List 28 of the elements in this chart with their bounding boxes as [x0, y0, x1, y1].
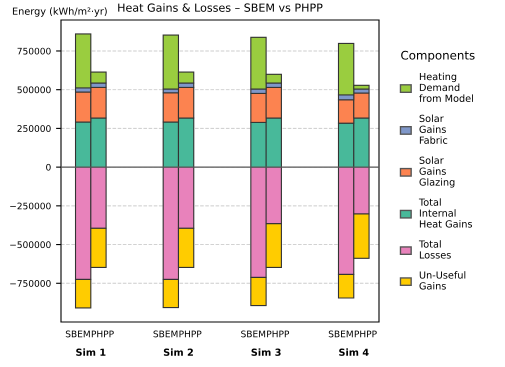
y-tick-label: −500000: [10, 241, 51, 248]
legend-label: Heating Demand from Model: [419, 72, 473, 102]
legend-label: Solar Gains Fabric: [419, 114, 448, 144]
x-tick-label: SBEM: [66, 330, 90, 338]
y-tick-label: 750000: [18, 48, 51, 55]
chart-title: Heat Gains & Losses – SBEM vs PHPP: [118, 3, 322, 12]
x-tick-label: PHPP: [179, 330, 202, 338]
x-tick-label: PHPP: [267, 330, 290, 338]
legend-label: Solar Gains Glazing: [419, 156, 454, 188]
legend-label: Total Internal Heat Gains: [418, 198, 472, 228]
y-tick-label: −250000: [10, 202, 51, 210]
x-tick-label: PHPP: [354, 330, 377, 338]
text: Sim 1: [76, 348, 106, 356]
y-axis-title: Energy (kWh/m²·yr): [12, 7, 107, 17]
y-tick-label: −750000: [10, 280, 51, 287]
y-tick-label: 500000: [18, 86, 51, 94]
y-tick-label: 0: [46, 164, 51, 171]
text: Sim 2: [164, 348, 193, 356]
x-tick-label: SBEM: [328, 330, 353, 338]
y-tick-label: 250000: [17, 125, 51, 132]
legend-label: Total Losses: [418, 240, 451, 259]
x-tick-label: PHPP: [92, 330, 114, 338]
legend-label: Un-Useful Gains: [419, 271, 466, 290]
text: Sim 4: [339, 348, 369, 356]
x-tick-label: SBEM: [154, 330, 178, 338]
x-tick-label: SBEM: [241, 330, 266, 338]
legend-title: Components: [401, 50, 475, 62]
text: Sim 3: [252, 348, 281, 356]
